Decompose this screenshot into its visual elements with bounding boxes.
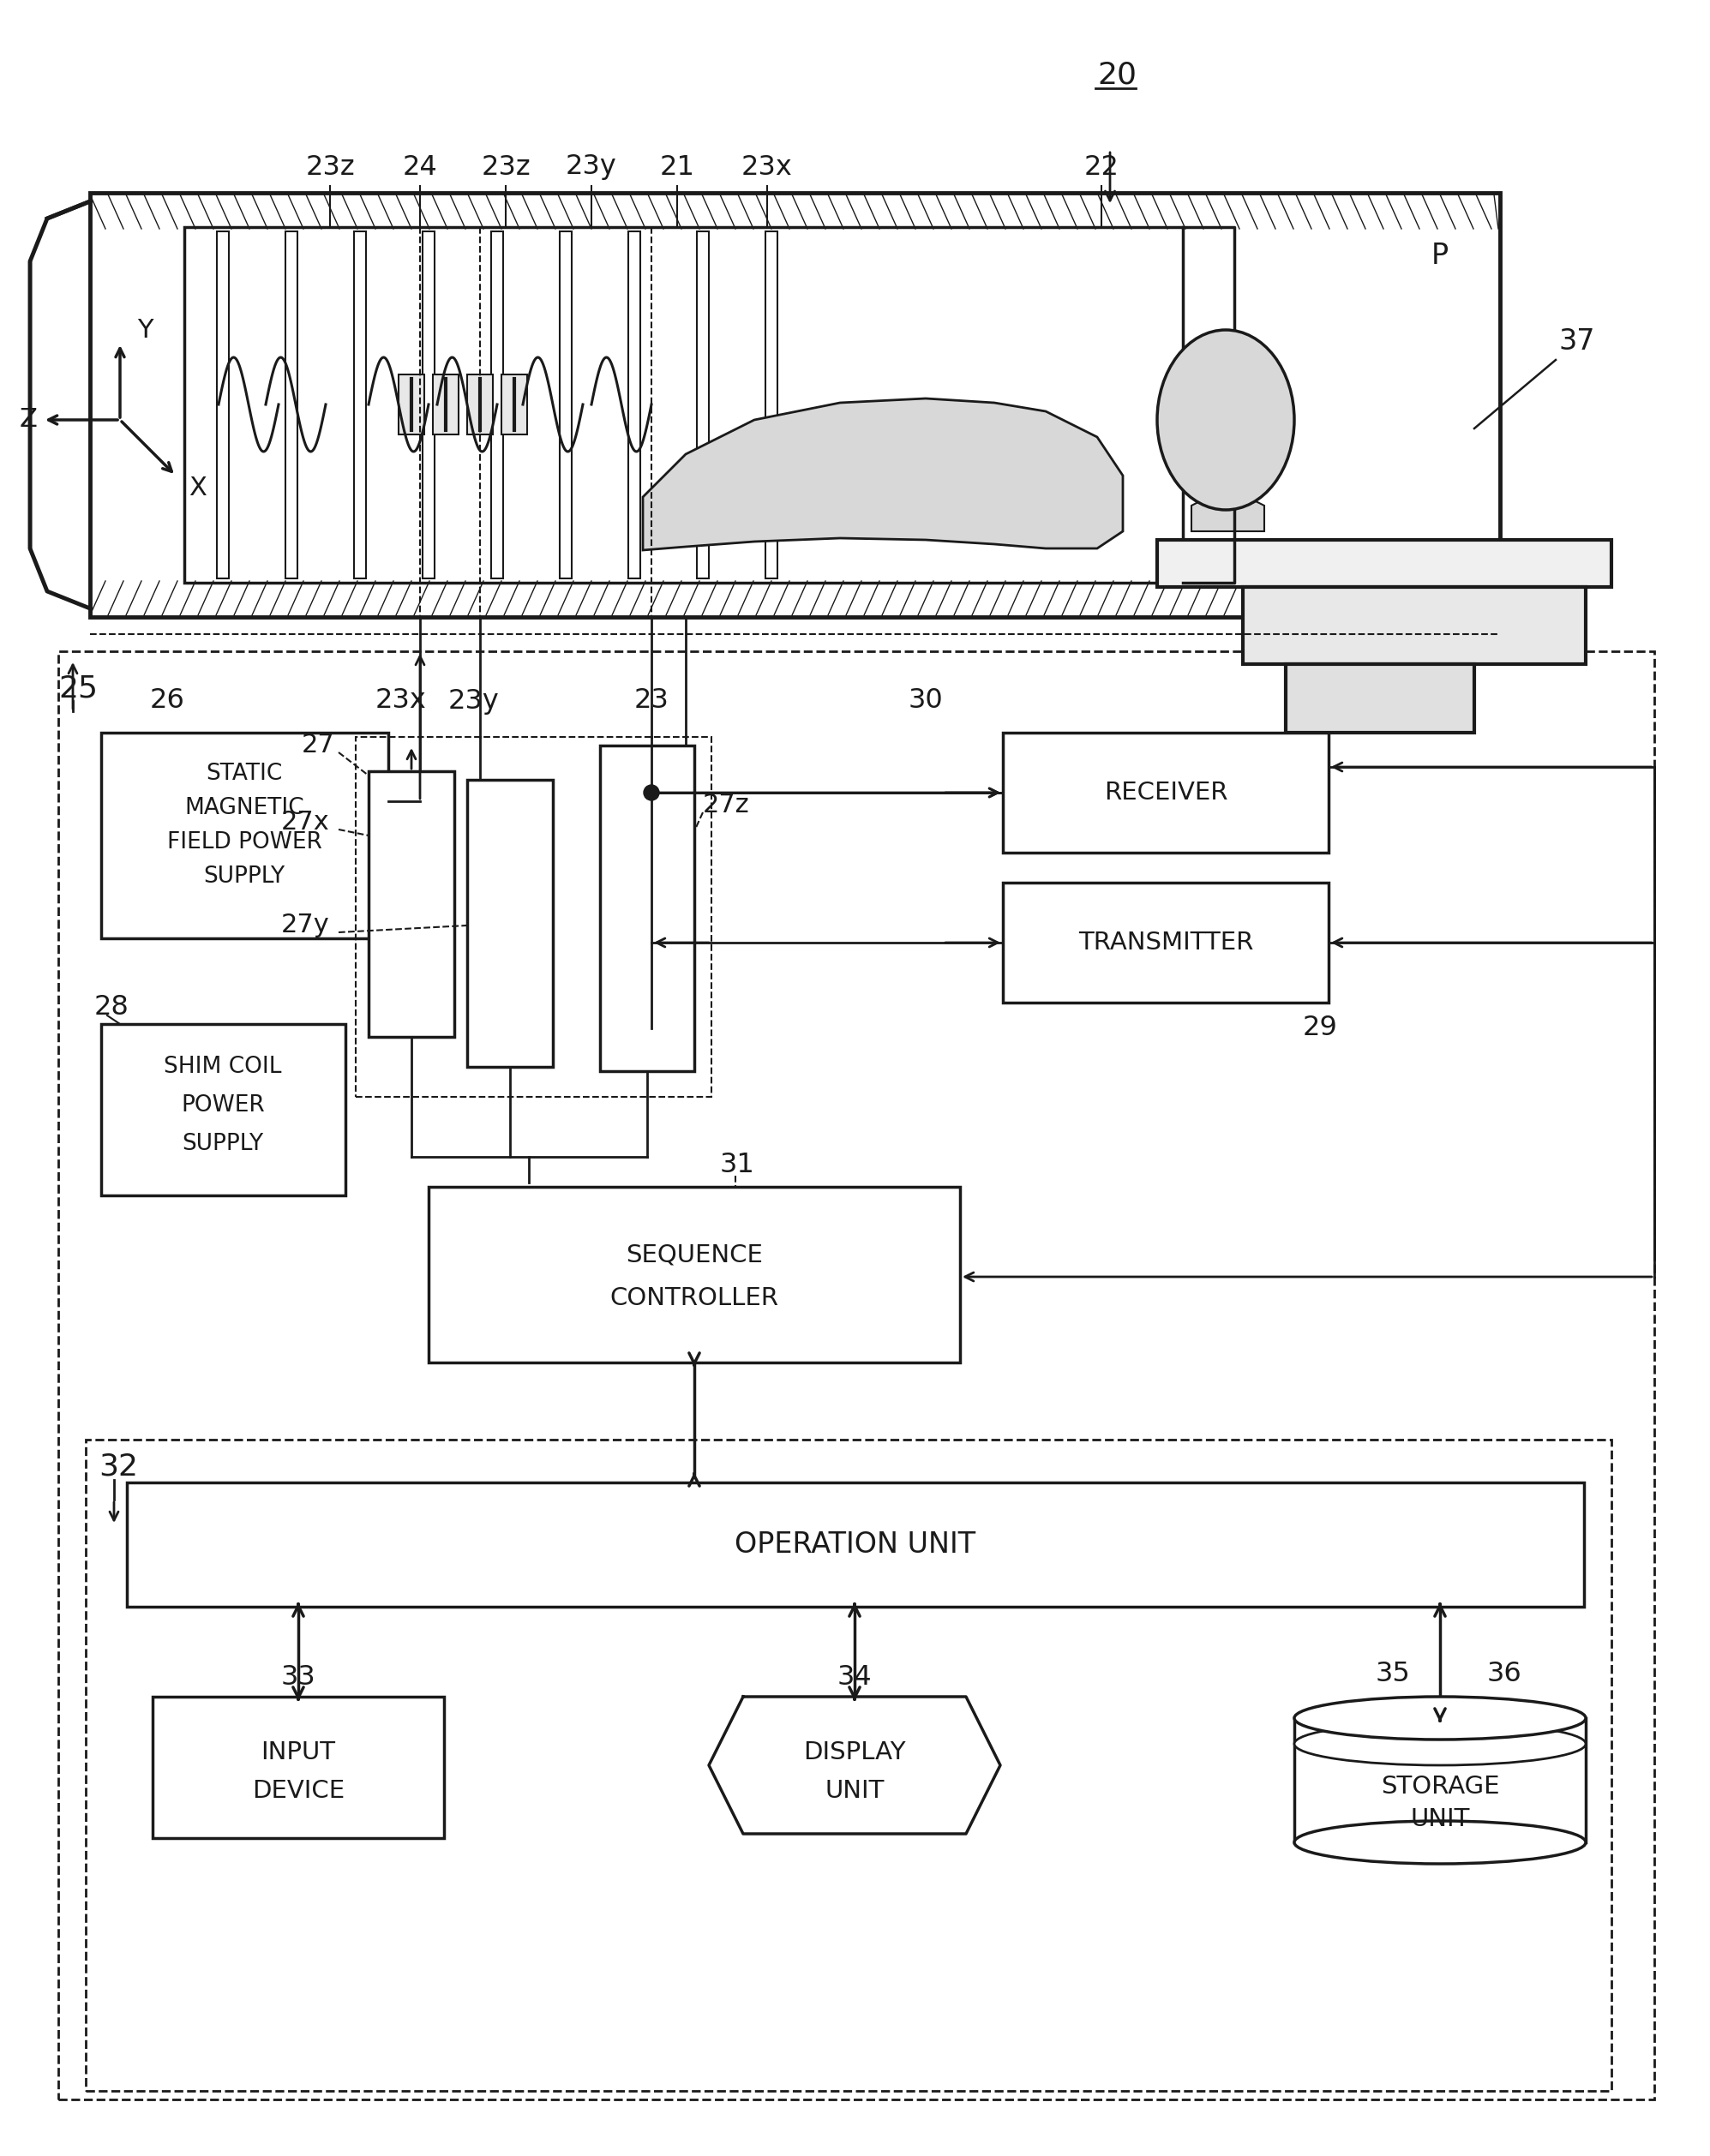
Bar bbox=[600, 746, 694, 1072]
Bar bbox=[422, 231, 434, 578]
Text: UNIT: UNIT bbox=[1411, 1807, 1469, 1830]
Text: 27y: 27y bbox=[282, 912, 330, 938]
Text: 23y: 23y bbox=[448, 688, 499, 714]
Text: 35: 35 bbox=[1375, 1660, 1411, 1686]
Text: DEVICE: DEVICE bbox=[251, 1779, 345, 1802]
Text: 31: 31 bbox=[720, 1151, 756, 1179]
Text: STATIC: STATIC bbox=[205, 763, 282, 785]
Text: 23z: 23z bbox=[306, 153, 354, 181]
Bar bbox=[127, 1483, 1583, 1606]
Ellipse shape bbox=[1158, 330, 1294, 509]
Text: 28: 28 bbox=[94, 994, 130, 1020]
Polygon shape bbox=[1294, 1718, 1585, 1843]
Text: 23x: 23x bbox=[376, 688, 428, 714]
Bar bbox=[286, 231, 298, 578]
Text: SUPPLY: SUPPLY bbox=[181, 1132, 263, 1156]
Text: FIELD POWER: FIELD POWER bbox=[168, 832, 321, 854]
Ellipse shape bbox=[1294, 1697, 1585, 1740]
Text: Z: Z bbox=[19, 407, 38, 433]
Bar bbox=[354, 231, 366, 578]
Bar bbox=[501, 375, 527, 436]
Text: 23y: 23y bbox=[566, 153, 617, 181]
Text: 22: 22 bbox=[1084, 153, 1118, 181]
Text: Y: Y bbox=[137, 317, 152, 343]
Text: 27x: 27x bbox=[282, 811, 330, 834]
Bar bbox=[152, 1697, 445, 1839]
Text: 32: 32 bbox=[99, 1453, 139, 1481]
Bar bbox=[698, 231, 710, 578]
Bar bbox=[101, 733, 388, 938]
Text: SHIM COIL: SHIM COIL bbox=[164, 1056, 282, 1078]
Bar bbox=[433, 375, 458, 436]
Text: MAGNETIC: MAGNETIC bbox=[185, 798, 304, 819]
Text: TRANSMITTER: TRANSMITTER bbox=[1077, 931, 1253, 955]
Text: P: P bbox=[1431, 241, 1448, 270]
Bar bbox=[356, 737, 711, 1097]
Bar bbox=[91, 192, 1500, 617]
Text: 37: 37 bbox=[1560, 328, 1595, 356]
Bar bbox=[467, 780, 552, 1067]
Text: 25: 25 bbox=[58, 673, 97, 703]
Text: 20: 20 bbox=[1098, 60, 1137, 91]
Text: 36: 36 bbox=[1486, 1660, 1522, 1686]
Text: 27: 27 bbox=[301, 733, 333, 759]
Text: 27z: 27z bbox=[703, 793, 749, 817]
Bar bbox=[398, 375, 424, 436]
Text: UNIT: UNIT bbox=[824, 1779, 884, 1802]
Bar bbox=[58, 651, 1654, 2100]
Text: DISPLAY: DISPLAY bbox=[804, 1740, 906, 1764]
Bar bbox=[766, 231, 778, 578]
Text: 23z: 23z bbox=[481, 153, 530, 181]
Bar bbox=[86, 1440, 1611, 2091]
Bar bbox=[1002, 733, 1329, 852]
Text: INPUT: INPUT bbox=[262, 1740, 335, 1764]
Text: CONTROLLER: CONTROLLER bbox=[610, 1287, 778, 1311]
Text: 23x: 23x bbox=[742, 153, 793, 181]
Bar bbox=[217, 231, 229, 578]
Text: 23: 23 bbox=[634, 688, 669, 714]
Text: 29: 29 bbox=[1303, 1015, 1337, 1041]
Polygon shape bbox=[1192, 498, 1264, 530]
Bar bbox=[1243, 586, 1585, 664]
Bar bbox=[467, 375, 492, 436]
Text: 33: 33 bbox=[280, 1664, 316, 1690]
Ellipse shape bbox=[1294, 1822, 1585, 1863]
Text: 34: 34 bbox=[838, 1664, 872, 1690]
Text: 26: 26 bbox=[150, 688, 185, 714]
Bar bbox=[369, 772, 455, 1037]
Bar bbox=[1286, 664, 1474, 733]
Text: X: X bbox=[188, 476, 207, 500]
Text: SUPPLY: SUPPLY bbox=[203, 865, 286, 888]
Polygon shape bbox=[1337, 664, 1389, 694]
Text: OPERATION UNIT: OPERATION UNIT bbox=[735, 1531, 976, 1559]
Bar bbox=[185, 226, 1183, 582]
Polygon shape bbox=[710, 1697, 1000, 1835]
Bar bbox=[628, 231, 640, 578]
Text: 21: 21 bbox=[660, 153, 694, 181]
Bar bbox=[101, 1024, 345, 1194]
Text: SEQUENCE: SEQUENCE bbox=[626, 1244, 763, 1268]
Text: 24: 24 bbox=[402, 153, 438, 181]
Text: STORAGE: STORAGE bbox=[1380, 1774, 1500, 1798]
Bar bbox=[559, 231, 571, 578]
Bar bbox=[1158, 539, 1611, 586]
Polygon shape bbox=[643, 399, 1123, 550]
Text: RECEIVER: RECEIVER bbox=[1103, 780, 1228, 804]
Text: POWER: POWER bbox=[181, 1095, 265, 1117]
Bar bbox=[491, 231, 503, 578]
Circle shape bbox=[643, 785, 658, 800]
Ellipse shape bbox=[1294, 1723, 1585, 1766]
Bar bbox=[429, 1186, 959, 1363]
Text: 30: 30 bbox=[908, 688, 944, 714]
Bar bbox=[1002, 882, 1329, 1003]
